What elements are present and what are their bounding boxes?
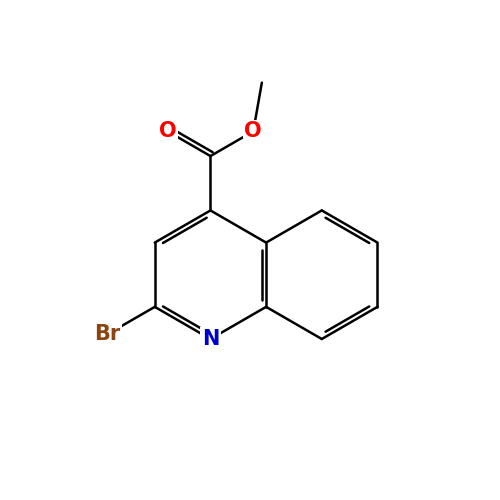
Text: O: O	[159, 122, 176, 142]
Text: N: N	[202, 329, 219, 349]
Text: O: O	[244, 122, 262, 142]
Text: Br: Br	[94, 324, 121, 344]
